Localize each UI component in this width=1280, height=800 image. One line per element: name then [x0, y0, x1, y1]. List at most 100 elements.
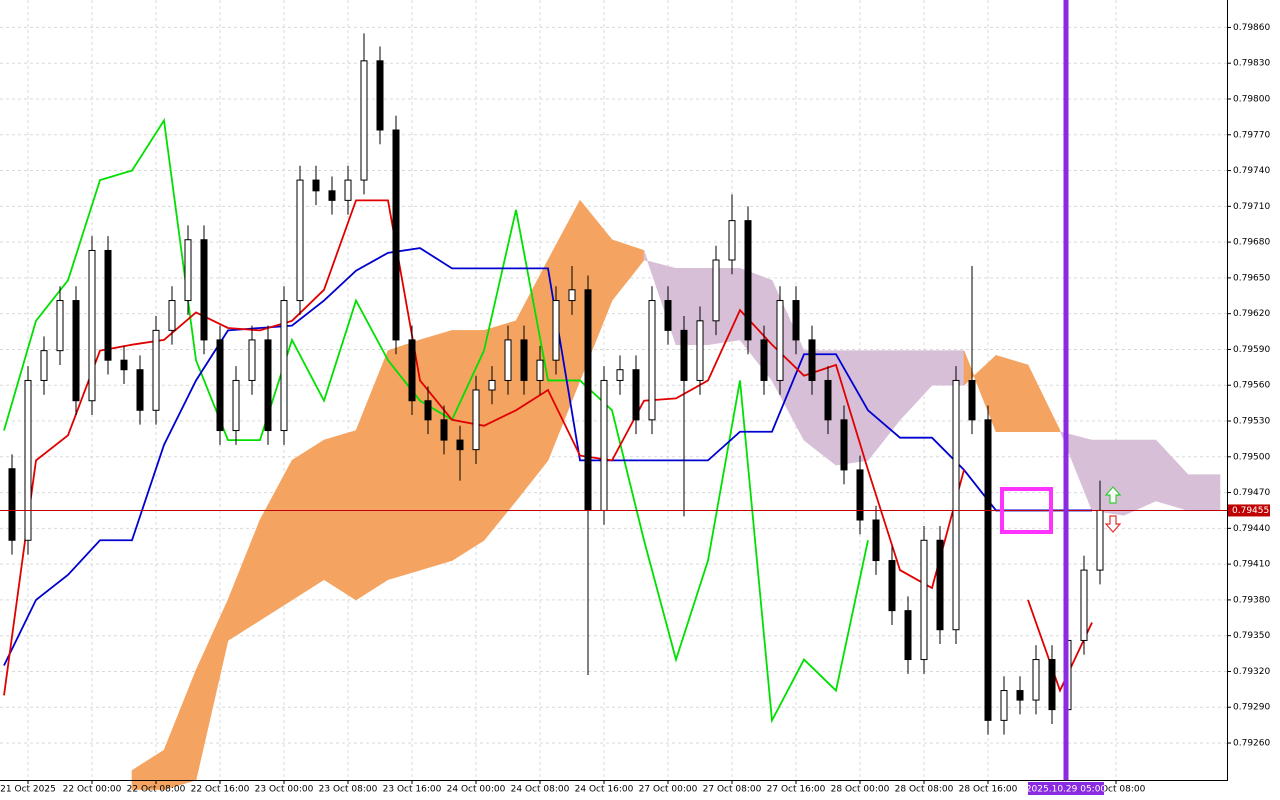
candle-body	[232, 379, 240, 432]
y-tick-label: 0.79290	[1233, 703, 1270, 713]
candle-body	[104, 249, 112, 361]
x-tick-label: 24 Oct 00:00	[447, 785, 506, 795]
candle-body	[568, 289, 576, 302]
y-tick-label: 0.79680	[1233, 238, 1270, 248]
cloud-segment	[995, 355, 1029, 433]
cloud-segment	[1187, 474, 1221, 511]
y-tick-label: 0.79500	[1233, 452, 1270, 462]
candle-body	[8, 468, 16, 541]
candle-body	[328, 190, 336, 201]
kijun-line	[3, 247, 1092, 666]
candle-body	[1048, 659, 1056, 711]
buy-arrow	[1104, 486, 1122, 504]
candle-body	[840, 419, 848, 471]
y-tick-label: 0.79530	[1233, 417, 1270, 427]
current-price-box	[1228, 504, 1270, 517]
candle-body	[520, 339, 528, 381]
candle-body	[728, 220, 736, 261]
candle-body	[376, 60, 384, 131]
candle-body	[888, 560, 896, 612]
candle-body	[488, 379, 496, 391]
candle-body	[424, 400, 432, 421]
sell-arrow	[1104, 515, 1122, 533]
candle-body	[456, 439, 464, 451]
y-tick-label: 0.79320	[1233, 667, 1270, 677]
cloud-segment	[1091, 439, 1125, 516]
y-tick-label: 0.79860	[1233, 23, 1270, 33]
candle-body	[248, 339, 256, 381]
candle-body	[1096, 509, 1104, 571]
x-tick-label: 23 Oct 16:00	[383, 785, 442, 795]
tenkan-line	[3, 199, 965, 696]
candle-body	[216, 339, 224, 432]
candle-body	[680, 329, 688, 381]
y-tick-label: 0.79740	[1233, 166, 1270, 176]
candle-body	[312, 179, 320, 192]
candle-body	[56, 300, 64, 352]
x-tick-label: 23 Oct 08:00	[319, 785, 378, 795]
candle-body	[152, 329, 160, 411]
x-tick-label: 28 Oct 00:00	[831, 785, 890, 795]
cloud-layer	[131, 199, 1221, 790]
y-tick-label: 0.79590	[1233, 345, 1270, 355]
candle-body	[88, 249, 96, 402]
cloud-segment	[323, 430, 357, 601]
x-tick-label: 27 Oct 08:00	[703, 785, 762, 795]
x-tick-label: 24 Oct 16:00	[575, 785, 634, 795]
cloud-segment	[291, 439, 325, 601]
y-tick-label: 0.79830	[1233, 59, 1270, 69]
candle-body	[40, 350, 48, 381]
candle-body	[616, 369, 624, 381]
candle-body	[936, 539, 944, 631]
candle-body	[168, 300, 176, 331]
candle-body	[552, 300, 560, 361]
candle-body	[632, 369, 640, 421]
y-tick-label: 0.79260	[1233, 739, 1270, 749]
candle-body	[600, 379, 608, 511]
candle-body	[136, 369, 144, 411]
lines-layer	[3, 117, 1093, 724]
x-tick-label: 23 Oct 00:00	[255, 785, 314, 795]
candle-body	[408, 339, 416, 402]
candle-body	[984, 419, 992, 721]
candle-body	[824, 379, 832, 421]
candle-body	[344, 179, 352, 201]
cursor-label-box	[1028, 782, 1104, 795]
y-tick-label: 0.79650	[1233, 273, 1270, 283]
candle-body	[696, 320, 704, 381]
y-tick-label: 0.79410	[1233, 560, 1270, 570]
x-tick-label: 22 Oct 00:00	[63, 785, 122, 795]
x-tick-label: 22 Oct 16:00	[191, 785, 250, 795]
x-tick-label: 24 Oct 08:00	[511, 785, 570, 795]
x-tick-label: 27 Oct 00:00	[639, 785, 698, 795]
candle-body	[744, 220, 752, 341]
y-tick-label: 0.79350	[1233, 631, 1270, 641]
candle-body	[296, 179, 304, 302]
candle-body	[392, 129, 400, 341]
candle-body	[792, 300, 800, 341]
candle-body	[1080, 569, 1088, 641]
candle-body	[200, 239, 208, 341]
candle-body	[904, 610, 912, 661]
overlay-layer	[0, 0, 1227, 780]
candle-body	[24, 379, 32, 541]
candle-body	[1032, 659, 1040, 701]
drawn-rectangle	[1000, 487, 1053, 534]
x-tick-label: 22 Oct 08:00	[127, 785, 186, 795]
candle-body	[920, 539, 928, 661]
candle-body	[1016, 690, 1024, 701]
y-tick-label: 0.79770	[1233, 130, 1270, 140]
candle-body	[856, 469, 864, 521]
x-tick-label: 29 Oct 08:00	[1087, 785, 1146, 795]
candle-body	[120, 359, 128, 371]
y-tick-label: 0.79560	[1233, 381, 1270, 391]
candle-body	[280, 300, 288, 432]
x-tick-label: 28 Oct 08:00	[895, 785, 954, 795]
candle-body	[712, 259, 720, 322]
candles-layer	[8, 33, 1104, 735]
candle-body	[264, 339, 272, 432]
candle-body	[1000, 690, 1008, 721]
candle-body	[360, 60, 368, 181]
candle-body	[760, 339, 768, 381]
